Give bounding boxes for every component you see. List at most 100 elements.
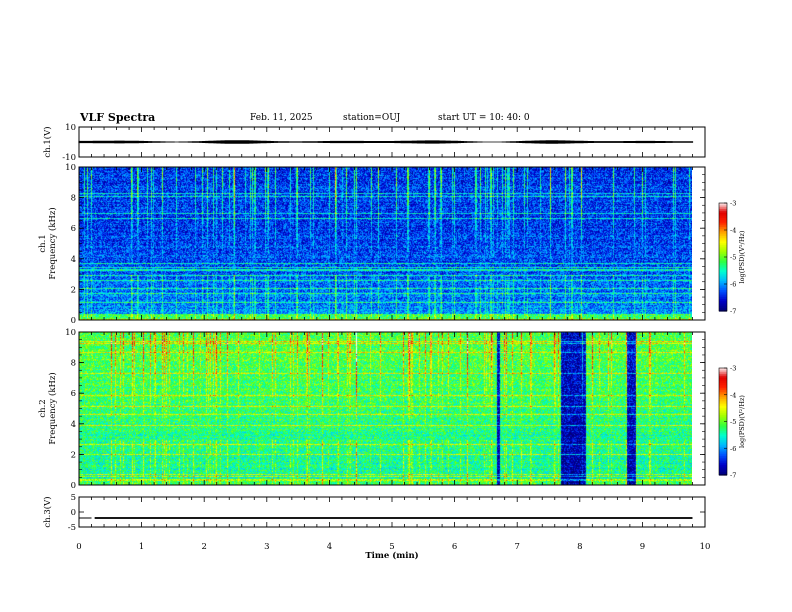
xtick-label: 4	[327, 542, 332, 552]
colorbar-swatch	[719, 249, 727, 253]
colorbar-swatch	[719, 210, 727, 213]
colorbar-swatch	[719, 375, 727, 378]
colorbar-swatch	[719, 228, 727, 231]
colorbar-swatch	[719, 213, 727, 217]
colorbar-swatch	[719, 450, 727, 453]
colorbar-swatch	[719, 251, 727, 254]
colorbar-swatch	[719, 437, 727, 440]
ch1-spectrogram-ytick-label: 8	[71, 194, 76, 204]
colorbar-swatch	[719, 473, 727, 476]
colorbar-swatch	[719, 266, 727, 269]
colorbar-swatch	[719, 248, 727, 251]
colorbar-swatch	[719, 215, 727, 218]
colorbar-tick-label: -6	[730, 445, 736, 453]
colorbar-tick-label: -7	[730, 472, 736, 480]
colorbar-swatch	[719, 391, 727, 394]
colorbar-swatch	[719, 392, 727, 396]
colorbar-tick-label: -3	[730, 200, 736, 208]
colorbar-swatch	[719, 373, 727, 376]
colorbar-swatch	[719, 231, 727, 235]
colorbar-swatch	[719, 208, 727, 211]
ch2-spectrogram-ytick-label: 8	[71, 359, 76, 369]
colorbar-tick-label: -7	[730, 308, 736, 316]
colorbar-swatch	[719, 453, 727, 456]
colorbar-swatch	[719, 407, 727, 410]
colorbar-swatch	[719, 414, 727, 417]
colorbar-swatch	[719, 287, 727, 290]
colorbar-swatch	[719, 284, 727, 287]
colorbar-swatch	[719, 444, 727, 448]
ch1-spectrogram-ylabel: Frequency (kHz)	[47, 207, 58, 279]
colorbar-swatch	[719, 462, 727, 465]
colorbar-swatch	[719, 387, 727, 390]
colorbar-swatch	[719, 471, 727, 474]
colorbar-swatch	[719, 412, 727, 415]
colorbar-swatch	[719, 426, 727, 430]
colorbar-tick-label: -4	[730, 391, 736, 399]
ch1-spectrogram-ytick-label: 0	[71, 316, 76, 326]
start-time-label: start UT = 10: 40: 0	[438, 113, 530, 123]
colorbar-swatch	[719, 460, 727, 464]
colorbar-swatch	[719, 255, 727, 258]
ch2-spectrogram-ytick-label: 0	[71, 481, 76, 491]
colorbar-swatch	[719, 309, 727, 312]
colorbar-swatch	[719, 464, 727, 467]
xtick-label: 5	[389, 542, 394, 552]
colorbar-swatch	[719, 303, 727, 307]
colorbar-tick-label: -3	[730, 365, 736, 373]
colorbar-label: log(PSD)(V²/Hz)	[738, 395, 746, 448]
ch2-spectrogram-ytick-label: 6	[71, 389, 76, 399]
colorbar-tick-label: -5	[730, 254, 736, 262]
colorbar-swatch	[719, 217, 727, 220]
colorbar-swatch	[719, 246, 727, 249]
colorbar-swatch	[719, 239, 727, 242]
colorbar-swatch	[719, 273, 727, 276]
colorbar-swatch	[719, 258, 727, 262]
colorbar-swatch	[719, 376, 727, 380]
colorbar-swatch	[719, 230, 727, 233]
colorbar-swatch	[719, 222, 727, 226]
xtick-label: 2	[201, 542, 206, 552]
colorbar-swatch	[719, 458, 727, 462]
colorbar-swatch	[719, 428, 727, 432]
colorbar-swatch	[719, 269, 727, 272]
colorbar-swatch	[719, 244, 727, 247]
colorbar-swatch	[719, 369, 727, 373]
colorbar-swatch	[719, 221, 727, 224]
colorbar-swatch	[719, 425, 727, 428]
colorbar-swatch	[719, 396, 727, 399]
colorbar-swatch	[719, 271, 727, 274]
colorbar-swatch	[719, 400, 727, 403]
ch3-segment-1	[94, 517, 693, 519]
colorbar-tick-label: -5	[730, 418, 736, 426]
colorbar-swatch	[719, 275, 727, 278]
colorbar-swatch	[719, 291, 727, 294]
colorbar-swatch	[719, 276, 727, 280]
ch2-spectrogram-ytick-label: 10	[65, 328, 76, 338]
spectrogram-image-ch2	[79, 332, 692, 485]
colorbar-swatch	[719, 235, 727, 238]
colorbar-swatch	[719, 280, 727, 283]
ch1-spectrogram-ytick-label: 10	[65, 163, 76, 173]
colorbar-swatch	[719, 455, 727, 458]
colorbar-swatch	[719, 305, 727, 308]
spectrogram-image-ch1	[79, 167, 692, 320]
ch3-waveform-ytick-label: 5	[71, 493, 76, 503]
colorbar-swatch	[719, 389, 727, 392]
colorbar-swatch	[719, 457, 727, 460]
colorbar-swatch	[719, 307, 727, 310]
colorbar-label: log(PSD)(V²/Hz)	[738, 230, 746, 283]
colorbar-swatch	[719, 204, 727, 208]
xtick-label: 3	[264, 542, 269, 552]
colorbar-swatch	[719, 203, 727, 206]
colorbar-swatch	[719, 384, 727, 387]
colorbar-swatch	[719, 298, 727, 301]
colorbar-swatch	[719, 446, 727, 449]
colorbar-swatch	[719, 398, 727, 401]
colorbar-swatch	[719, 419, 727, 423]
date-label: Feb. 11, 2025	[250, 113, 313, 123]
colorbar-swatch	[719, 224, 727, 227]
xtick-label: 10	[700, 542, 711, 552]
ch1-waveform-trace	[78, 140, 694, 144]
